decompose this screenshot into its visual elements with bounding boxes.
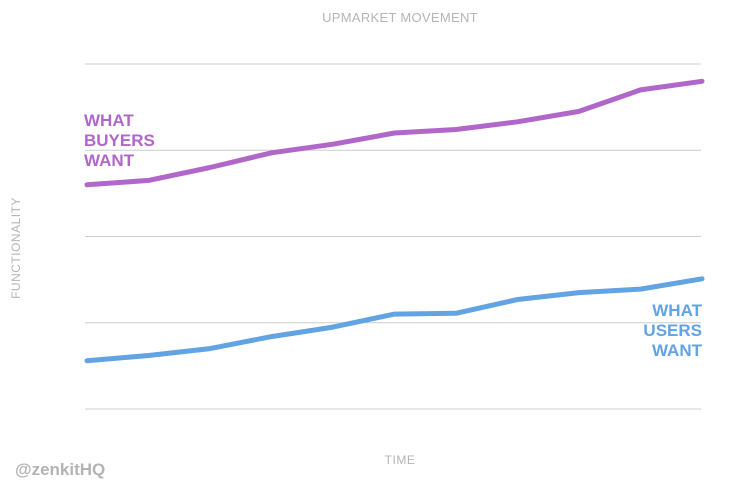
gridlines bbox=[85, 63, 701, 410]
series-label-line: WANT bbox=[84, 151, 135, 170]
series-label-0: WHAT BUYERS WANT bbox=[84, 111, 155, 170]
series-label-1: WHAT USERS WANT bbox=[643, 301, 702, 360]
chart-title: UPMARKET MOVEMENT bbox=[322, 10, 478, 25]
series-label-line: USERS bbox=[643, 321, 702, 340]
credit-handle: @zenkitHQ bbox=[15, 460, 105, 479]
series-label-line: WHAT bbox=[84, 111, 134, 130]
y-axis-label: FUNCTIONALITY bbox=[9, 197, 23, 299]
series-line-0 bbox=[84, 78, 705, 188]
x-axis-label: TIME bbox=[385, 453, 416, 467]
series-label-line: BUYERS bbox=[84, 131, 155, 150]
series-label-line: WANT bbox=[652, 341, 703, 360]
series-label-line: WHAT bbox=[652, 301, 702, 320]
series-lines bbox=[84, 78, 705, 364]
series-line-1 bbox=[84, 276, 705, 364]
